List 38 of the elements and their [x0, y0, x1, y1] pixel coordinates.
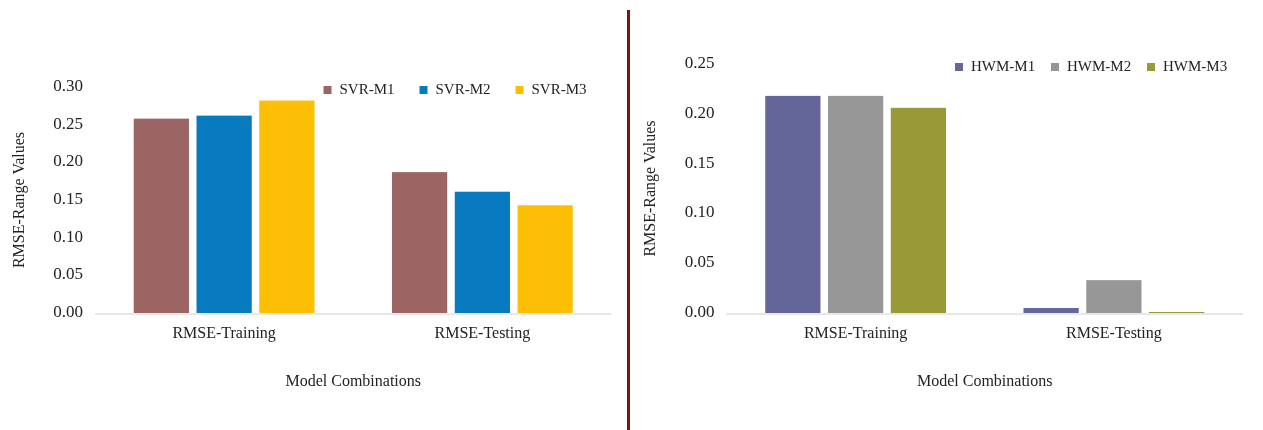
legend-label: HWM-M1	[971, 58, 1036, 75]
y-tick-label: 0.20	[684, 102, 715, 122]
bar	[1023, 308, 1079, 313]
x-axis-title: Model Combinations	[916, 372, 1053, 389]
legend-label: HWM-M3	[1163, 58, 1228, 75]
bar	[765, 95, 821, 313]
y-tick-label: 0.15	[684, 152, 715, 172]
bar	[1086, 280, 1142, 313]
x-tick-label: RMSE-Training	[803, 324, 908, 342]
bar	[454, 191, 510, 313]
y-tick-label: 0.25	[684, 52, 715, 72]
x-axis-title: Model Combinations	[285, 372, 422, 389]
bar	[828, 95, 884, 313]
y-tick-label: 0.05	[53, 264, 83, 284]
bar	[391, 172, 448, 313]
y-tick-label: 0.20	[53, 151, 83, 171]
legend-label: HWM-M2	[1067, 58, 1132, 75]
y-tick-label: 0.10	[684, 202, 715, 222]
bar	[517, 205, 573, 313]
y-axis-title: RMSE-Range Values	[641, 120, 660, 257]
legend-label: SVR-M2	[435, 81, 491, 98]
bar	[133, 118, 189, 313]
x-tick-label: RMSE-Testing	[434, 324, 531, 342]
y-tick-label: 0.00	[684, 301, 715, 321]
y-tick-label: 0.00	[53, 301, 83, 321]
bar	[196, 115, 252, 313]
bar	[890, 107, 947, 313]
y-tick-label: 0.25	[53, 113, 83, 133]
bar	[259, 100, 315, 313]
y-tick-label: 0.10	[53, 226, 83, 246]
y-axis-title: RMSE-Range Values	[9, 131, 28, 269]
x-tick-label: RMSE-Training	[172, 324, 276, 342]
legend-label: SVR-M1	[339, 81, 395, 98]
legend-label: SVR-M3	[531, 81, 587, 98]
x-tick-label: RMSE-Testing	[1065, 324, 1162, 342]
y-tick-label: 0.30	[53, 75, 83, 95]
y-tick-label: 0.05	[684, 252, 715, 272]
y-tick-label: 0.15	[53, 188, 83, 208]
